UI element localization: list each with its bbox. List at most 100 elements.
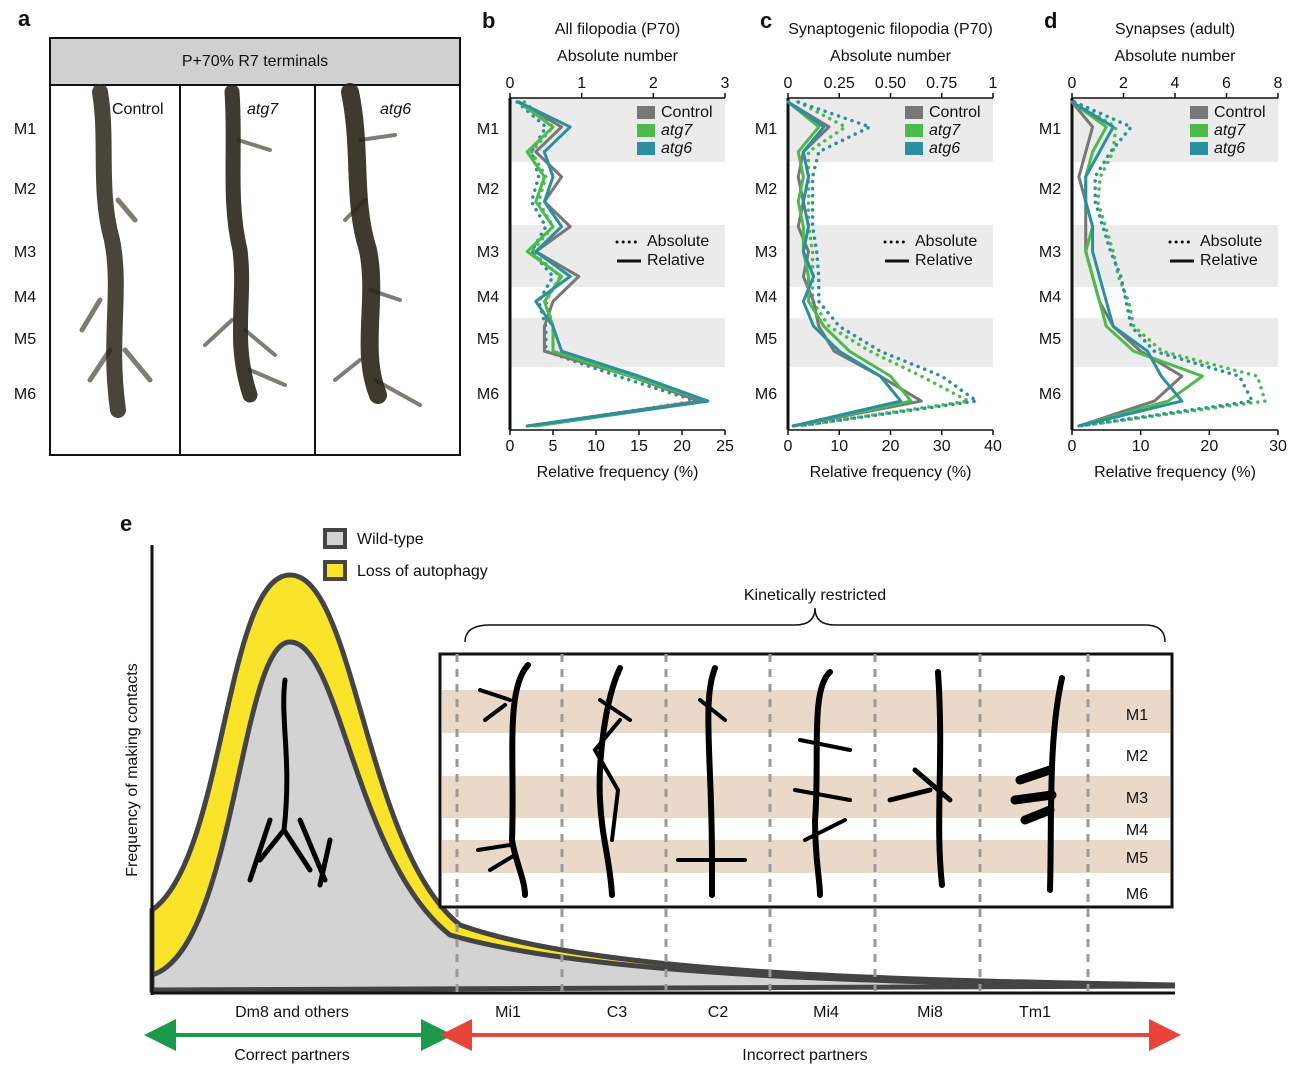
legend-swatch xyxy=(637,124,655,137)
neurons xyxy=(476,662,1065,898)
top-tick-label: 0.25 xyxy=(824,75,855,92)
x-tick-label: 5 xyxy=(549,438,558,455)
layer-label: M4 xyxy=(1126,822,1148,839)
brace xyxy=(464,607,1166,643)
x-tick-label: 20 xyxy=(882,438,900,455)
layer-band xyxy=(510,318,725,367)
top-tick-label: 2 xyxy=(1119,75,1128,92)
layer-label: M2 xyxy=(1126,748,1148,765)
column-label: atg6 xyxy=(380,101,411,118)
layer-bands xyxy=(442,690,1170,873)
wildtype-curve xyxy=(149,639,1176,993)
chart-title: Synapses (adult) xyxy=(1115,21,1235,38)
legend-swatch xyxy=(1190,106,1208,119)
layer-label: M1 xyxy=(1126,707,1148,724)
panel-header: P+70% R7 terminals xyxy=(182,53,328,70)
top-tick-label: 3 xyxy=(721,75,730,92)
top-tick-label: 8 xyxy=(1274,75,1283,92)
absolute-line xyxy=(1072,100,1254,428)
neuron-label: C2 xyxy=(708,1004,729,1021)
x-tick-label: 20 xyxy=(673,438,691,455)
relative-line xyxy=(517,100,710,428)
layer-label: M2 xyxy=(1039,181,1061,198)
layer-label: M6 xyxy=(1039,386,1061,403)
chart-title: All filopodia (P70) xyxy=(555,21,680,38)
panel-letter: c xyxy=(760,8,772,33)
x-tick-label: 25 xyxy=(716,438,734,455)
panel-e: e Frequency of making contacts Wild-type… xyxy=(120,511,1181,1064)
header-box xyxy=(49,37,461,86)
legend-style-label: Relative xyxy=(1200,252,1258,269)
legend-label: Loss of autophagy xyxy=(357,563,488,580)
x-tick-label: 10 xyxy=(1132,438,1150,455)
neuron-label: C3 xyxy=(607,1004,628,1021)
legend-style-label: Relative xyxy=(647,252,705,269)
x-tick-label: 30 xyxy=(933,438,951,455)
relative-line xyxy=(517,100,710,428)
relative-line xyxy=(1070,100,1204,428)
legend-swatch xyxy=(637,106,655,119)
legend-swatch xyxy=(905,106,923,119)
absolute-line xyxy=(796,100,979,428)
partner-label: Incorrect partners xyxy=(742,1047,867,1064)
layer-label: M2 xyxy=(477,181,499,198)
layer-label: M5 xyxy=(477,331,499,348)
legend-swatch xyxy=(323,528,347,549)
legend-swatch xyxy=(905,142,923,155)
top-tick-label: 0.75 xyxy=(926,75,957,92)
layer-label: M5 xyxy=(1039,331,1061,348)
x-tick-label: 40 xyxy=(984,438,1002,455)
layer-label: M5 xyxy=(14,331,36,348)
legend-swatch xyxy=(1190,142,1208,155)
column-label: Control xyxy=(112,101,164,118)
top-tick-label: 6 xyxy=(1222,75,1231,92)
layer-label: M1 xyxy=(755,121,777,138)
neuron-label: Dm8 and others xyxy=(235,1004,349,1021)
panel-a: a P+70% R7 terminals Control atg7 atg6 M… xyxy=(14,6,461,456)
layer-label: M4 xyxy=(1039,289,1061,306)
layer-band xyxy=(788,225,993,287)
legend-label: atg6 xyxy=(661,140,692,157)
brace-label: Kinetically restricted xyxy=(744,587,886,604)
neuron-label: Mi4 xyxy=(813,1004,839,1021)
layer-label: M5 xyxy=(755,331,777,348)
layer-label: M3 xyxy=(1039,244,1061,261)
x-tick-label: 30 xyxy=(1269,438,1287,455)
layer-label: M6 xyxy=(477,386,499,403)
top-tick-label: 0.50 xyxy=(875,75,906,92)
layer-label: M3 xyxy=(477,244,499,261)
layer-label: M1 xyxy=(14,121,36,138)
chart-title: Synaptogenic filopodia (P70) xyxy=(788,21,993,38)
top-tick-label: 0 xyxy=(506,75,515,92)
x-tick-label: 10 xyxy=(830,438,848,455)
layer-label: M3 xyxy=(1126,790,1148,807)
top-tick-label: 0 xyxy=(784,75,793,92)
legend-swatch xyxy=(1190,124,1208,137)
legend-label: Control xyxy=(1214,104,1266,121)
layer-label: M2 xyxy=(14,181,36,198)
legend-style-label: Absolute xyxy=(915,233,977,250)
layer-label: M4 xyxy=(477,289,499,306)
x-tick-label: 10 xyxy=(587,438,605,455)
legend-swatch xyxy=(905,124,923,137)
top-tick-label: 1 xyxy=(577,75,586,92)
top-axis-label: Absolute number xyxy=(1115,48,1237,65)
layer-label: M3 xyxy=(755,244,777,261)
neuron-label: Mi8 xyxy=(917,1004,943,1021)
layer-label: M1 xyxy=(1039,121,1061,138)
legend-label: atg6 xyxy=(929,140,960,157)
panel-letter: e xyxy=(120,511,132,536)
legend-label: atg7 xyxy=(661,122,693,139)
relative-line xyxy=(1070,100,1184,428)
relative-line xyxy=(786,100,913,428)
layer-label: M4 xyxy=(755,289,777,306)
layer-label: M1 xyxy=(477,121,499,138)
top-axis-label: Absolute number xyxy=(557,48,679,65)
relative-line xyxy=(786,100,903,428)
top-tick-label: 1 xyxy=(989,75,998,92)
top-tick-label: 4 xyxy=(1171,75,1180,92)
y-axis-label: Frequency of making contacts xyxy=(124,663,141,876)
legend-swatch xyxy=(323,560,347,581)
x-tick-label: 0 xyxy=(1068,438,1077,455)
neuron-label: Tm1 xyxy=(1019,1004,1051,1021)
